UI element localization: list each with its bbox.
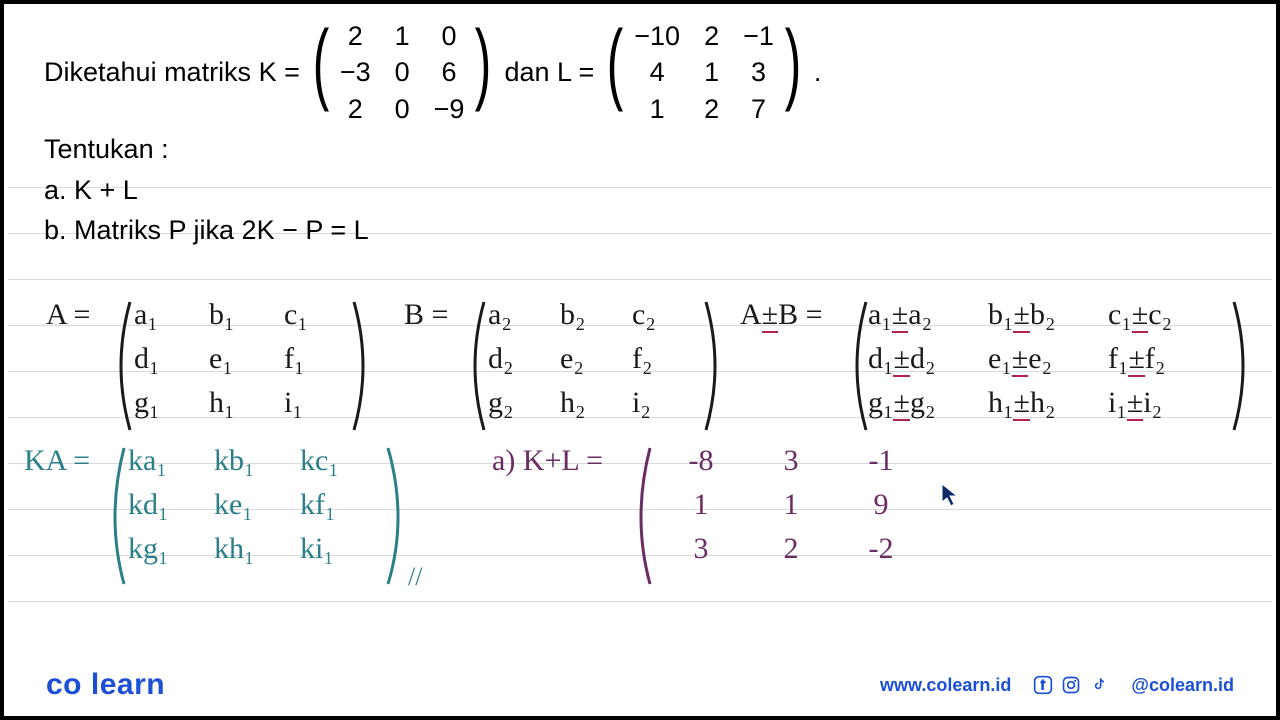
L-cell: 3 bbox=[731, 54, 786, 90]
hw-KA-lhs: KA = bbox=[24, 446, 90, 476]
instagram-icon[interactable] bbox=[1061, 675, 1081, 695]
K-cell: −3 bbox=[328, 54, 383, 90]
K-cell: 0 bbox=[383, 54, 422, 90]
K-cell: 2 bbox=[328, 91, 383, 127]
hw-ansA-cell: 9 bbox=[836, 490, 926, 520]
hw-ansA-grid: -83-111932-2 bbox=[656, 446, 926, 564]
question-title: Tentukan : bbox=[44, 131, 1236, 167]
L-cell: 1 bbox=[692, 54, 731, 90]
footer-handle[interactable]: @colearn.id bbox=[1131, 675, 1234, 696]
hw-ApmB-cell: a₁±a₂ bbox=[868, 300, 988, 330]
hw-ApmB-cell: d₁±d₂ bbox=[868, 344, 988, 374]
hw-ApmB-lhs: A±B = bbox=[740, 300, 823, 330]
tiktok-icon[interactable] bbox=[1089, 675, 1109, 695]
hw-B-grid: a₂b₂c₂ d₂e₂f₂ g₂h₂i₂ bbox=[488, 300, 704, 418]
hw-KA-cell: kc₁ bbox=[300, 446, 386, 476]
hw-ansA-cell: 3 bbox=[746, 446, 836, 476]
hw-KA-cell: ki₁ bbox=[300, 534, 386, 564]
hw-ApmB-cell: e₁±e₂ bbox=[988, 344, 1108, 374]
text-lead: Diketahui matriks K = bbox=[44, 54, 300, 90]
hw-A-cell: b₁ bbox=[209, 300, 284, 330]
hw-KA-cell: kd₁ bbox=[128, 490, 214, 520]
hw-A-lhs: A = bbox=[46, 300, 90, 330]
hw-ApmB-cell: i₁±i₂ bbox=[1108, 388, 1228, 418]
text-trail: . bbox=[814, 54, 822, 90]
hw-B-cell: d₂ bbox=[488, 344, 560, 374]
facebook-icon[interactable] bbox=[1033, 675, 1053, 695]
hw-A-grid: a₁b₁c₁d₁e₁f₁g₁h₁i₁ bbox=[134, 300, 359, 418]
hw-B-cell: e₂ bbox=[560, 344, 632, 374]
K-cell: 2 bbox=[328, 18, 383, 54]
hw-A-cell: g₁ bbox=[134, 388, 209, 418]
hw-B-cell: b₂ bbox=[560, 300, 632, 330]
K-cell: 1 bbox=[383, 18, 422, 54]
footer: co learn www.colearn.id @colearn.id bbox=[4, 668, 1276, 702]
L-cell: 1 bbox=[622, 91, 692, 127]
matrix-K: ( 210−30620−9 ) bbox=[306, 18, 499, 127]
K-cell: 0 bbox=[422, 18, 477, 54]
hw-B-paren-open bbox=[464, 296, 490, 436]
hw-B-cell: h₂ bbox=[560, 388, 632, 418]
logo-part-b: learn bbox=[91, 668, 165, 701]
question-a: a. K + L bbox=[44, 172, 1236, 208]
L-cell: 2 bbox=[692, 18, 731, 54]
hw-KA-grid: ka₁kb₁kc₁ kd₁ke₁kf₁ kg₁kh₁ki₁ bbox=[128, 446, 386, 564]
hw-ansA-cell: 3 bbox=[656, 534, 746, 564]
hw-ansA-cell: -2 bbox=[836, 534, 926, 564]
L-cell: −1 bbox=[731, 18, 786, 54]
hw-A-cell: e₁ bbox=[209, 344, 284, 374]
hw-B-cell: f₂ bbox=[632, 344, 704, 374]
hw-KA-tail: // bbox=[408, 564, 422, 590]
K-cell: 6 bbox=[422, 54, 477, 90]
footer-url[interactable]: www.colearn.id bbox=[880, 675, 1011, 696]
hw-KA-paren-open bbox=[104, 442, 130, 590]
hw-B-cell: c₂ bbox=[632, 300, 704, 330]
brand-logo: co learn bbox=[46, 668, 165, 702]
K-cell: −9 bbox=[422, 91, 477, 127]
hw-ansA-cell: -1 bbox=[836, 446, 926, 476]
hw-ApmB-cell: g₁±g₂ bbox=[868, 388, 988, 418]
hw-KA-cell: kg₁ bbox=[128, 534, 214, 564]
hw-ApmB-cell: f₁±f₂ bbox=[1108, 344, 1228, 374]
hw-A-cell: d₁ bbox=[134, 344, 209, 374]
hw-A-cell: h₁ bbox=[209, 388, 284, 418]
logo-part-a: co bbox=[46, 668, 82, 701]
K-cell: 0 bbox=[383, 91, 422, 127]
hw-A-paren-open bbox=[110, 296, 136, 436]
text-mid: dan L = bbox=[504, 54, 594, 90]
L-cell: 4 bbox=[622, 54, 692, 90]
hw-KA-cell: ka₁ bbox=[128, 446, 214, 476]
hw-ansA-lhs: a) K+L = bbox=[492, 446, 603, 476]
hw-ApmB-paren-close bbox=[1228, 296, 1254, 436]
hw-B-lhs: B = bbox=[404, 300, 448, 330]
hw-KA-cell: ke₁ bbox=[214, 490, 300, 520]
hw-ApmB-cell: c₁±c₂ bbox=[1108, 300, 1228, 330]
hw-A-cell: a₁ bbox=[134, 300, 209, 330]
hw-ansA-cell: 1 bbox=[656, 490, 746, 520]
hw-ApmB-cell: b₁±b₂ bbox=[988, 300, 1108, 330]
hw-ansA-paren-open bbox=[630, 442, 656, 590]
printed-problem: Diketahui matriks K = ( 210−30620−9 ) da… bbox=[44, 18, 1236, 249]
hw-ApmB-cell: h₁±h₂ bbox=[988, 388, 1108, 418]
page-content: Diketahui matriks K = ( 210−30620−9 ) da… bbox=[4, 4, 1276, 716]
hw-ansA-cell: -8 bbox=[656, 446, 746, 476]
hw-B-cell: i₂ bbox=[632, 388, 704, 418]
hw-KA-cell: kf₁ bbox=[300, 490, 386, 520]
mouse-cursor-icon bbox=[940, 482, 960, 508]
L-cell: 7 bbox=[731, 91, 786, 127]
footer-links: www.colearn.id @colearn.id bbox=[880, 675, 1234, 696]
hw-A-paren-close bbox=[348, 296, 374, 436]
hw-KA-cell: kh₁ bbox=[214, 534, 300, 564]
hw-KA-cell: kb₁ bbox=[214, 446, 300, 476]
hw-ansA-cell: 1 bbox=[746, 490, 836, 520]
L-cell: 2 bbox=[692, 91, 731, 127]
hw-ApmB-grid: a₁±a₂b₁±b₂c₁±c₂ d₁±d₂e₁±e₂f₁±f₂ g₁±g₂h₁±h₂… bbox=[868, 300, 1228, 418]
matrix-L: ( −102−1413127 ) bbox=[600, 18, 808, 127]
L-cell: −10 bbox=[622, 18, 692, 54]
hw-ansA-cell: 2 bbox=[746, 534, 836, 564]
hw-B-paren-close bbox=[700, 296, 726, 436]
hw-B-cell: a₂ bbox=[488, 300, 560, 330]
question-b: b. Matriks P jika 2K − P = L bbox=[44, 212, 1236, 248]
hw-B-cell: g₂ bbox=[488, 388, 560, 418]
